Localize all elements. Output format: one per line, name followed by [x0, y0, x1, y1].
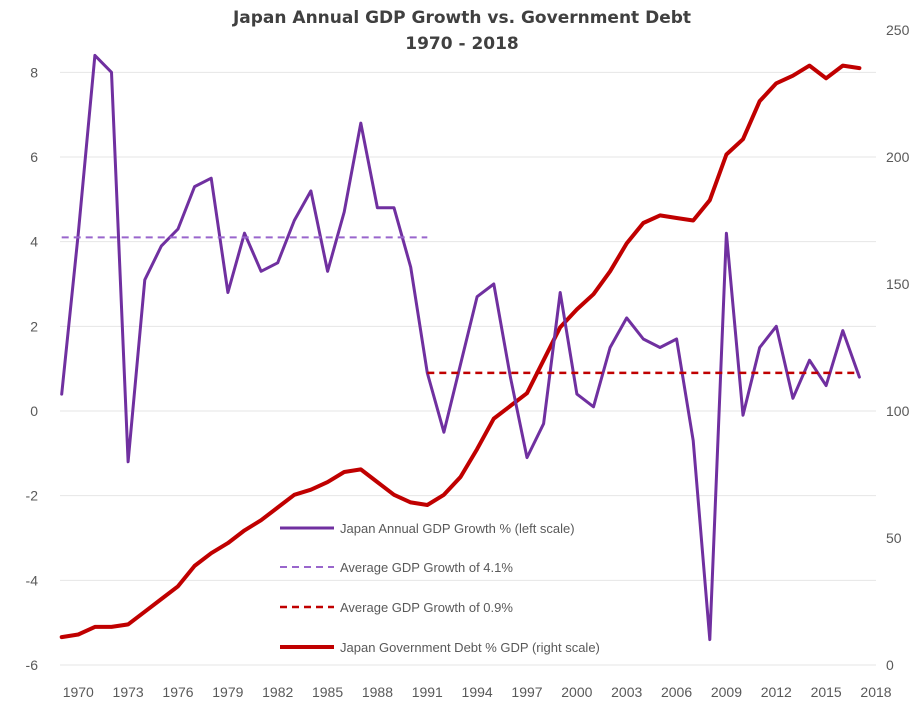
left-tick-label: 8: [30, 64, 38, 80]
gdp-growth-line: [60, 53, 861, 642]
x-tick-label: 2009: [711, 684, 742, 700]
x-tick-label: 1985: [312, 684, 343, 700]
x-tick-label: 2012: [761, 684, 792, 700]
legend-label: Average GDP Growth of 0.9%: [340, 600, 513, 615]
x-tick-label: 1991: [412, 684, 443, 700]
x-tick-label: 1976: [162, 684, 193, 700]
right-tick-label: 200: [886, 149, 910, 165]
right-axis-ticks: 250 200 150 100 50 0: [886, 22, 910, 673]
series-lines: [59, 53, 862, 642]
x-tick-label: 1997: [511, 684, 542, 700]
chart-title: Japan Annual GDP Growth vs. Government D…: [232, 8, 692, 28]
legend: Japan Annual GDP Growth % (left scale) Av…: [280, 521, 600, 655]
left-tick-label: 2: [30, 318, 38, 334]
x-tick-label: 2006: [661, 684, 692, 700]
x-tick-label: 1982: [262, 684, 293, 700]
government-debt-line: [59, 63, 862, 640]
left-axis-ticks: 8 6 4 2 0 -2 -4 -6: [26, 64, 39, 673]
left-tick-label: 6: [30, 149, 38, 165]
left-tick-label: 4: [30, 234, 38, 250]
x-axis-ticks: 1970 1973 1976 1979 1982 1985 1988 1991 1994 1997…: [63, 684, 892, 700]
legend-label: Average GDP Growth of 4.1%: [340, 560, 513, 575]
x-tick-label: 2003: [611, 684, 642, 700]
chart-subtitle: 1970 - 2018: [405, 34, 519, 54]
x-tick-label: 1979: [212, 684, 243, 700]
gridlines: [60, 71, 876, 666]
left-tick-label: -4: [26, 572, 39, 588]
left-tick-label: -6: [26, 657, 39, 673]
left-tick-label: -2: [26, 488, 39, 504]
right-tick-label: 150: [886, 276, 910, 292]
right-tick-label: 0: [886, 657, 894, 673]
right-tick-label: 100: [886, 403, 910, 419]
x-tick-label: 1970: [63, 684, 94, 700]
x-tick-label: 1988: [362, 684, 393, 700]
x-tick-label: 2018: [860, 684, 891, 700]
x-tick-label: 2000: [561, 684, 592, 700]
x-tick-label: 2015: [811, 684, 842, 700]
right-tick-label: 250: [886, 22, 910, 38]
x-tick-label: 1994: [462, 684, 493, 700]
left-tick-label: 0: [30, 403, 38, 419]
right-tick-label: 50: [886, 530, 902, 546]
x-tick-label: 1973: [113, 684, 144, 700]
legend-label: Japan Annual GDP Growth % (left scale): [340, 521, 575, 536]
legend-label: Japan Government Debt % GDP (right scale…: [340, 640, 600, 655]
